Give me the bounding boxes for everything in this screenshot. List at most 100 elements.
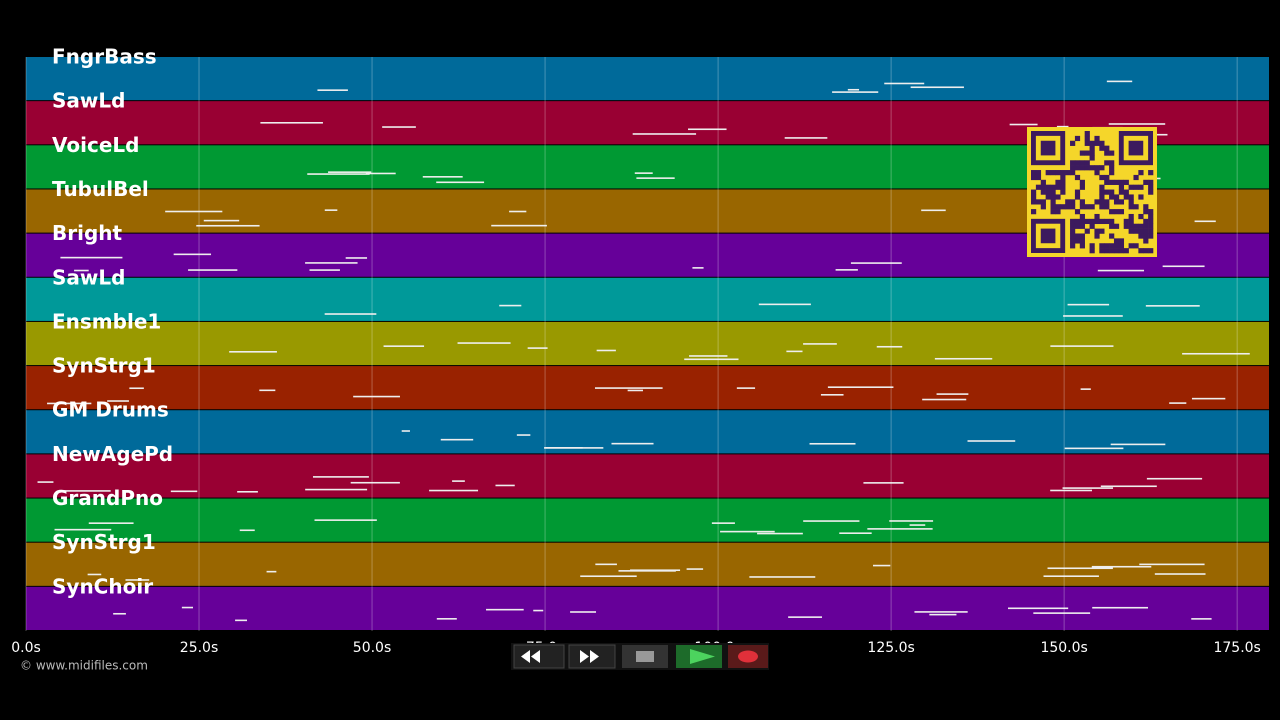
note	[422, 176, 463, 178]
note	[720, 530, 775, 533]
qr-cell	[1079, 243, 1085, 249]
note	[758, 303, 811, 306]
copyright: © www.midifiles.com	[20, 659, 148, 673]
track-label: Bright	[52, 221, 123, 245]
track-band	[26, 586, 1269, 630]
tick-label: 50.0s	[353, 640, 391, 656]
qr-cell	[1118, 248, 1125, 254]
qr-cell	[1104, 204, 1110, 210]
qr-cell	[1055, 194, 1061, 200]
track-label: FngrBass	[52, 45, 157, 69]
track-band	[26, 410, 1269, 454]
icon	[690, 649, 715, 664]
qr-cell	[1089, 165, 1095, 171]
note	[788, 616, 823, 618]
qr-cell	[1079, 165, 1085, 171]
qr-cell	[1123, 179, 1129, 185]
qr-cell	[1035, 170, 1042, 176]
note	[914, 611, 968, 613]
qr-cell	[1070, 233, 1076, 239]
qr-cell	[1074, 160, 1081, 166]
note	[632, 133, 697, 135]
qr-cell	[1138, 184, 1144, 190]
qr-cell	[1123, 248, 1129, 254]
note	[353, 395, 400, 398]
qr-cell	[1109, 170, 1115, 176]
qr-cell	[1118, 243, 1125, 249]
qr-cell	[1031, 194, 1037, 200]
note	[594, 387, 663, 389]
stop-button[interactable]	[622, 645, 668, 668]
qr-cell	[1040, 189, 1046, 195]
qr-cell	[1070, 140, 1076, 146]
qr-cell	[1084, 218, 1090, 225]
note	[636, 177, 675, 179]
qr-cell	[1099, 228, 1105, 234]
note	[1033, 612, 1091, 614]
fast-forward-button[interactable]	[568, 644, 616, 669]
qr-cell	[1084, 228, 1090, 234]
qr-cell	[1109, 209, 1115, 215]
tick-label: 0.0s	[11, 640, 41, 656]
qr-cell	[1089, 218, 1095, 225]
qr-cell	[1118, 209, 1125, 215]
qr-finder	[1040, 140, 1056, 156]
qr-cell	[1143, 204, 1149, 210]
record-button[interactable]	[728, 645, 768, 668]
note	[835, 269, 858, 271]
note	[382, 126, 416, 128]
track-label: SynStrg1	[52, 354, 156, 378]
note	[909, 524, 926, 526]
qr-cell	[1074, 135, 1081, 142]
note	[345, 257, 368, 259]
note	[305, 488, 368, 491]
qr-cell	[1104, 179, 1110, 185]
qr-cell	[1050, 199, 1056, 205]
qr-cell	[1099, 243, 1105, 249]
qr-cell	[1109, 179, 1115, 185]
qr-cell	[1050, 189, 1056, 195]
note	[803, 520, 860, 522]
note	[429, 489, 479, 492]
qr-cell	[1070, 170, 1076, 176]
note	[47, 402, 92, 405]
note	[580, 575, 637, 578]
note	[188, 269, 238, 271]
note	[324, 313, 377, 315]
qr-cell	[1089, 140, 1095, 146]
note	[921, 209, 946, 212]
note	[1146, 477, 1203, 480]
qr-cell	[1094, 213, 1100, 220]
note	[884, 82, 925, 85]
qr-cell	[1104, 160, 1110, 166]
note	[847, 88, 860, 91]
qr-cell	[1128, 223, 1134, 229]
qr-cell	[1123, 218, 1129, 225]
note	[350, 481, 400, 484]
track-band	[26, 498, 1269, 542]
qr-cell	[1148, 189, 1154, 195]
qr-cell	[1148, 223, 1154, 229]
note	[850, 262, 902, 264]
qr-cell	[1031, 189, 1037, 195]
note	[1056, 125, 1069, 128]
qr-cell	[1084, 131, 1090, 137]
note	[260, 121, 323, 124]
rewind-button[interactable]	[513, 644, 565, 669]
note	[1047, 567, 1113, 570]
qr-cell	[1113, 194, 1120, 200]
note	[309, 269, 340, 271]
note	[595, 563, 617, 566]
note	[452, 480, 465, 482]
note	[436, 618, 457, 620]
note	[457, 342, 511, 344]
play-button[interactable]	[676, 645, 722, 668]
note	[1064, 447, 1124, 450]
note	[786, 350, 803, 353]
qr-cell	[1094, 199, 1100, 205]
note	[689, 355, 728, 357]
qr-cell	[1109, 160, 1115, 166]
qr-cell	[1099, 204, 1105, 210]
qr-cell	[1084, 150, 1090, 156]
qr-cell	[1109, 243, 1115, 249]
